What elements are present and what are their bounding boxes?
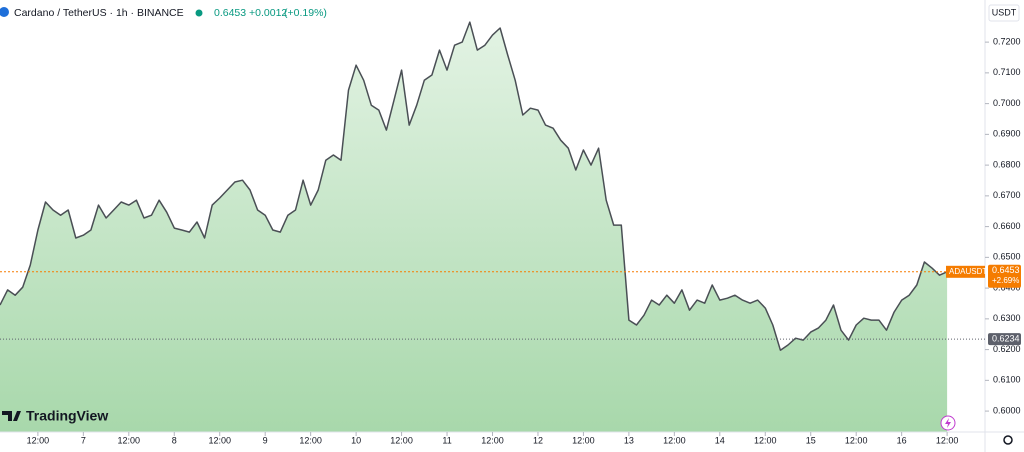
y-tick-label: 0.6000: [993, 405, 1021, 415]
change-pct: (+0.19%): [284, 7, 327, 19]
price: 0.6453: [214, 7, 246, 19]
y-tick-label: 0.6200: [993, 344, 1021, 354]
logo-text: TradingView: [26, 408, 108, 424]
settings-button[interactable]: [1003, 435, 1013, 445]
y-tick-label: 0.7200: [993, 36, 1021, 46]
x-tick-label: 14: [715, 435, 725, 445]
x-tick-label: 8: [172, 435, 177, 445]
x-tick-label: 13: [624, 435, 634, 445]
x-tick-label: 15: [806, 435, 816, 445]
symbol: Cardano / TetherUS · 1h · BINANCE: [14, 7, 184, 19]
lightning-icon: [945, 418, 951, 428]
symbol-tag-box: [946, 265, 985, 278]
y-tick-label: 0.6500: [993, 252, 1021, 262]
change: +0.0012: [249, 7, 287, 19]
currency: USDT: [992, 7, 1017, 17]
x-tick-label: 12:00: [754, 435, 777, 445]
x-tick-label: 12:00: [299, 435, 322, 445]
x-tick-label: 10: [351, 435, 361, 445]
x-tick-label: 12:00: [936, 435, 959, 445]
price-line: [0, 21, 948, 351]
status-dot: [195, 9, 203, 17]
y-tick-label: 0.6900: [993, 129, 1021, 139]
x-tick-label: 12:00: [845, 435, 868, 445]
y-tick-label: 0.6800: [993, 159, 1021, 169]
reference-label: 0.6234: [992, 334, 1020, 344]
x-tick-label: 12: [533, 435, 543, 445]
x-tick-label: 12:00: [27, 435, 50, 445]
y-tick-label: 0.6600: [993, 221, 1021, 231]
y-tick-label: 0.6700: [993, 190, 1021, 200]
x-tick-label: 9: [263, 435, 268, 445]
x-tick-label: 7: [81, 435, 86, 445]
last-price-label: 0.6453: [992, 265, 1020, 275]
y-tick-label: 0.7100: [993, 67, 1021, 77]
x-tick-label: 16: [897, 435, 907, 445]
x-tick-label: 12:00: [481, 435, 504, 445]
currency-box[interactable]: [988, 4, 1020, 22]
logo-icon: [2, 411, 21, 421]
symbol-icon: [0, 7, 9, 17]
header: Cardano / TetherUS · 1h · BINANCE 0.6453…: [0, 7, 327, 19]
y-tick-label: 0.6100: [993, 375, 1021, 385]
x-tick-label: 12:00: [390, 435, 413, 445]
area-fill: [0, 22, 948, 432]
symbol-tag: ADAUSDT: [949, 267, 987, 276]
x-tick-label: 12:00: [572, 435, 595, 445]
x-tick-label: 12:00: [208, 435, 231, 445]
y-tick-label: 0.7000: [993, 98, 1021, 108]
last-price-box: [988, 264, 1021, 288]
logo: TradingView: [2, 408, 108, 424]
plot-area: [0, 21, 948, 432]
x-tick-label: 12:00: [663, 435, 686, 445]
x-tick-label: 11: [442, 435, 451, 445]
last-price-change: +2.69%: [992, 276, 1019, 285]
y-tick-label: 0.6300: [993, 313, 1021, 323]
reference-label-box: [988, 333, 1021, 346]
x-tick-label: 12:00: [118, 435, 141, 445]
